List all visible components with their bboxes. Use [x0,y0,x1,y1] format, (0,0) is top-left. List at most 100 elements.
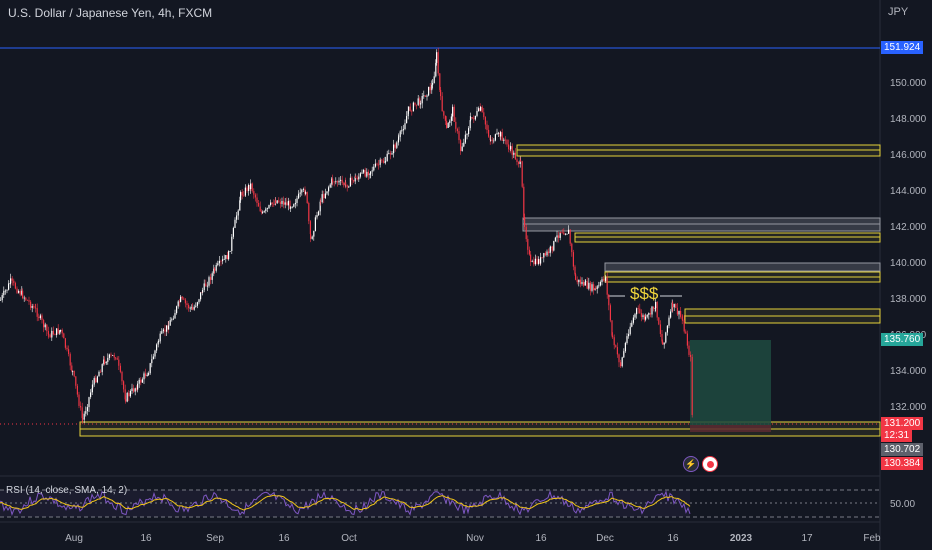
candle-body [528,249,530,255]
record-icon[interactable] [702,456,718,472]
candle-body [180,296,182,302]
candle-body [598,285,600,287]
candle-body [378,164,380,166]
candle-body [72,370,74,372]
candle-body [159,333,161,342]
candle-body [237,210,239,216]
candle-body [129,391,131,397]
candle-body [341,179,343,183]
candle-body [265,208,267,212]
candle-body [333,181,335,183]
candle-body [234,219,236,228]
candle-body [201,292,203,294]
time-tick-label: Nov [466,533,484,544]
candle-body [171,319,173,321]
candle-body [551,246,553,251]
candle-body [90,392,92,398]
candle-body [496,133,498,135]
rsi-line[interactable] [0,489,691,517]
candle-body [217,263,219,266]
candle-body [412,102,414,112]
zone-142[interactable] [522,217,881,232]
zone-137[interactable] [684,308,881,324]
candle-body [690,354,692,357]
candle-body [331,178,333,185]
candle-body [618,354,620,363]
candle-body [140,379,142,383]
candle-body [508,144,510,150]
candle-body [113,355,115,358]
candle-body [225,255,227,259]
price-tick-label: 150.000 [890,78,927,89]
candle-body [134,388,136,392]
rsi-sma-line[interactable] [0,494,691,511]
candle-body [188,305,190,309]
candle-body [256,197,258,204]
candle-body [513,152,515,155]
candle-body [299,192,301,194]
candle-body [66,347,68,350]
candle-body [554,237,556,242]
candle-body [345,182,347,185]
position-target-box[interactable] [690,340,771,425]
candle-body [468,128,470,135]
candle-body [441,96,443,112]
candle-body [318,211,320,216]
time-tick-label: Sep [206,533,224,544]
candle-body [161,331,163,334]
position-stop-box[interactable] [690,425,771,432]
candle-body [563,232,565,235]
candle-body [494,134,496,141]
candle-body [648,313,650,315]
candle-body [398,137,400,140]
candle-body [518,162,520,164]
candle-body [571,243,573,253]
candle-body [184,299,186,304]
candle-body [594,288,596,291]
candle-body [83,413,85,420]
candle-body [73,370,75,377]
candle-body [595,288,597,290]
zone-146[interactable] [516,144,881,157]
entry-price-tag: 130.702 [881,443,924,456]
candle-body [196,302,198,306]
liquidity-annotation[interactable]: $$$ [630,284,659,303]
candle-body [621,357,623,367]
candle-body [279,202,281,204]
flash-icon[interactable]: ⚡ [683,456,699,472]
candle-body [8,283,10,290]
candle-body [206,285,208,287]
candle-body [340,179,342,181]
candle-body [476,111,478,116]
candle-body [123,381,125,390]
candle-body [211,273,213,280]
candle-body [302,189,304,190]
last-price-tag: 131.200 [881,417,924,430]
zone-139[interactable] [604,271,881,283]
zone-140[interactable] [604,262,881,272]
candle-body [414,102,416,105]
candle-body [623,351,625,358]
candle-body [548,251,550,254]
candle-body [191,307,193,309]
candle-body [351,177,353,181]
candle-body [335,181,337,183]
candle-body [294,202,296,205]
candle-body [616,347,618,355]
price-tick-label: 132.000 [890,402,927,413]
candle-body [168,325,170,330]
candle-body [661,333,663,342]
zone-141[interactable] [574,232,881,243]
candle-body [435,62,437,77]
price-axis[interactable]: 150.000 148.000 146.000 144.000 142.000 140.0… [890,78,927,510]
event-icons[interactable]: ⚡ [683,456,718,472]
time-axis[interactable]: Aug 16 Sep 16 Oct Nov 16 Dec 16 2023 17 Feb [65,533,881,544]
candle-body [421,96,423,104]
candle-body [599,282,601,286]
candle-body [501,132,503,141]
candle-body [10,278,12,284]
candle-body [478,108,480,112]
candle-body [133,388,135,392]
rsi-legend[interactable]: RSI (14, close, SMA, 14, 2) [6,485,128,496]
